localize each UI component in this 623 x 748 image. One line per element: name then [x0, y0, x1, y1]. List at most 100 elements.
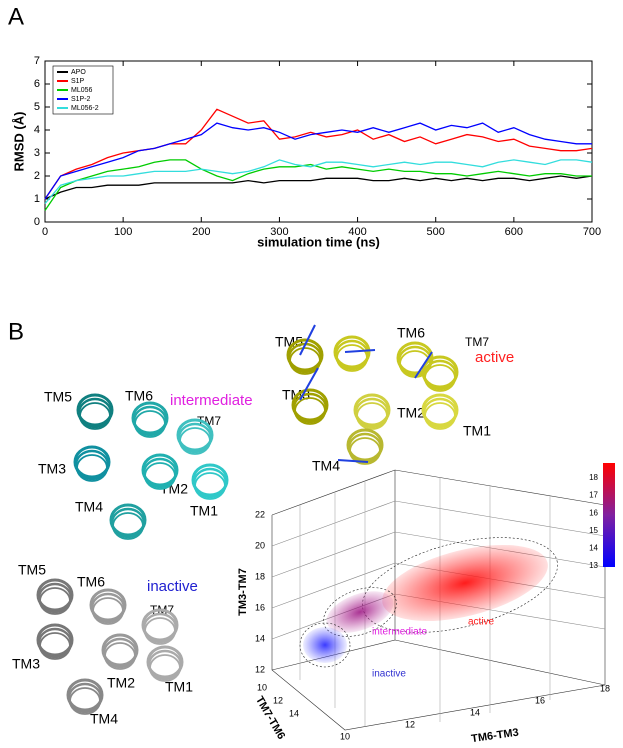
helix — [349, 437, 381, 465]
helix — [110, 507, 146, 539]
helix — [89, 588, 127, 622]
y-tick-label: 1 — [34, 193, 40, 205]
y-tick-label: 5 — [34, 101, 40, 113]
arrow — [337, 459, 369, 463]
helix — [69, 687, 101, 715]
helix-label: TM1 — [190, 503, 218, 519]
helix — [102, 637, 138, 669]
state-label: intermediate — [170, 392, 253, 409]
colorbar — [603, 463, 615, 567]
helix — [142, 612, 178, 644]
helix — [39, 587, 71, 615]
helix — [73, 445, 111, 479]
helix-label: TM3 — [38, 461, 66, 477]
landscape-plot — [271, 469, 606, 731]
series-line — [44, 108, 593, 200]
helix — [76, 393, 114, 427]
helix — [179, 427, 211, 455]
colorbar-tick-label: 18 — [589, 473, 598, 482]
state-label: inactive — [147, 578, 198, 595]
helix — [336, 344, 368, 372]
helix — [141, 608, 179, 642]
helix — [132, 405, 168, 437]
helix — [144, 462, 176, 490]
helix-label: TM1 — [463, 423, 491, 439]
colorbar-tick-label: 16 — [589, 508, 598, 517]
colorbar-tick-label: 13 — [589, 561, 598, 570]
helix — [144, 617, 176, 645]
helix — [37, 627, 73, 659]
helix — [112, 512, 144, 540]
z-tick-label: 12 — [255, 664, 265, 674]
helix — [37, 582, 73, 614]
y-tick-label: 3 — [34, 147, 40, 159]
helix — [66, 678, 104, 712]
colorbar-tick-label: 17 — [589, 491, 598, 500]
y-tick-label: 12 — [405, 719, 415, 729]
helix — [292, 392, 328, 424]
helix-label: TM1 — [165, 679, 193, 695]
helix — [77, 397, 113, 429]
helix — [177, 422, 213, 454]
helix — [353, 393, 391, 427]
helix — [356, 402, 388, 430]
helix — [79, 402, 111, 430]
helix — [90, 592, 126, 624]
y-tick-label: 14 — [470, 707, 480, 717]
helix — [176, 418, 214, 452]
helix — [134, 410, 166, 438]
legend-label: S1P-2 — [71, 96, 91, 103]
colorbar-tick-label: 14 — [589, 544, 598, 553]
helix — [286, 338, 324, 372]
x-tick-label: 700 — [583, 226, 601, 238]
panel-label: A — [8, 3, 24, 30]
state-label: active — [475, 349, 514, 366]
x-tick-label: 300 — [270, 226, 288, 238]
legend-label: S1P — [71, 78, 85, 85]
series-line — [44, 159, 592, 211]
helix — [67, 682, 103, 714]
y-tick-label: 6 — [34, 78, 40, 90]
helix-label: TM5 — [44, 389, 72, 405]
x-tick-label: 100 — [114, 226, 132, 238]
helix — [333, 335, 371, 369]
y-tick-label: 2 — [34, 170, 40, 182]
helix — [142, 457, 178, 489]
helix-label: TM6 — [397, 325, 425, 341]
helix — [421, 393, 459, 427]
helix — [147, 649, 183, 681]
y-tick-label: 10 — [340, 731, 350, 741]
helix — [36, 578, 74, 612]
y-tick-label: 18 — [600, 683, 610, 693]
z-tick-label: 16 — [255, 602, 265, 612]
helix-label: TM4 — [75, 499, 103, 515]
legend-label: APO — [71, 69, 86, 76]
z-tick-label: 14 — [255, 633, 265, 643]
helix — [421, 355, 459, 389]
arrow — [414, 351, 433, 379]
cluster-label: intermediate — [372, 627, 427, 638]
cluster-label: active — [468, 617, 495, 628]
axis-label: TM3-TM7 — [237, 568, 249, 616]
helix — [149, 654, 181, 682]
helix-label: TM4 — [312, 458, 340, 474]
helix — [104, 642, 136, 670]
helix — [36, 623, 74, 657]
helix-label: TM3 — [12, 656, 40, 672]
z-tick-label: 18 — [255, 571, 265, 581]
axis-label: TM6-TM3 — [471, 727, 520, 746]
helix — [424, 364, 456, 392]
arrow — [299, 367, 319, 401]
colorbar-tick-label: 15 — [589, 526, 598, 535]
helix — [109, 503, 147, 537]
x-tick-label: 12 — [273, 695, 283, 705]
cluster-label: inactive — [372, 669, 406, 680]
inactive-structure: TM5 TM6 TM7 TM3 TM2 TM1 TM4 inactive — [12, 562, 198, 727]
helix — [194, 472, 226, 500]
helix — [289, 347, 321, 375]
x-tick-label: 400 — [348, 226, 366, 238]
z-tick-label: 22 — [255, 509, 265, 519]
intermediate-structure: TM5 TM6 TM7 TM3 TM2 TM4 TM1 intermediate — [38, 388, 253, 519]
series-line — [44, 159, 593, 205]
